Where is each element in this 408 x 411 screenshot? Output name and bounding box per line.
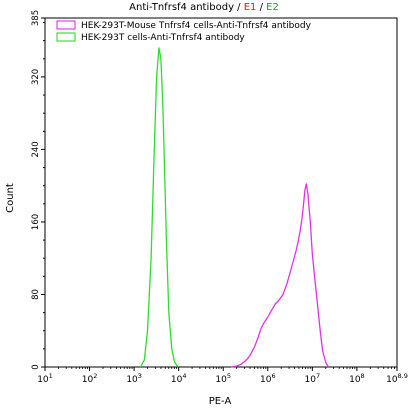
- y-tick-label: 385: [31, 10, 41, 26]
- legend-label-1: HEK-293T-Mouse Tnfrsf4 cells-Anti-Tnfrsf…: [81, 21, 312, 31]
- x-tick-label: 101: [37, 372, 53, 385]
- y-tick-label: 160: [31, 214, 41, 230]
- y-tick-label: 0: [31, 364, 41, 369]
- chart-title-e1: E1: [243, 2, 257, 13]
- chart-title-e2: E2: [266, 2, 279, 13]
- x-tick-label: 105: [215, 372, 231, 385]
- x-tick-label: 108: [349, 372, 365, 385]
- series-line-1: [230, 183, 330, 368]
- x-tick-label: 106: [260, 372, 276, 385]
- x-tick-label: 103: [126, 372, 142, 385]
- y-tick-label: 240: [31, 141, 41, 157]
- y-tick-label: 80: [31, 289, 41, 300]
- y-axis-label: Count: [5, 183, 16, 213]
- chart-title-sep: /: [256, 2, 267, 13]
- x-tick-label: 102: [82, 372, 98, 385]
- chart-title: Anti-Tnfrsf4 antibody / E1 / E2: [0, 2, 408, 13]
- x-tick-label: 108.9: [386, 372, 408, 385]
- legend-swatch-1: [56, 20, 76, 30]
- legend-swatch-2: [56, 32, 76, 42]
- chart-title-prefix: Anti-Tnfrsf4 antibody /: [129, 2, 244, 13]
- x-tick-label: 104: [171, 372, 187, 385]
- y-tick-label: 320: [31, 69, 41, 85]
- legend-label-2: HEK-293T cells-Anti-Tnfrsf4 antibody: [81, 33, 245, 43]
- x-axis-label: PE-A: [209, 396, 232, 407]
- series-line-2: [140, 47, 180, 368]
- x-tick-label: 107: [305, 372, 321, 385]
- plot-frame: [44, 17, 398, 368]
